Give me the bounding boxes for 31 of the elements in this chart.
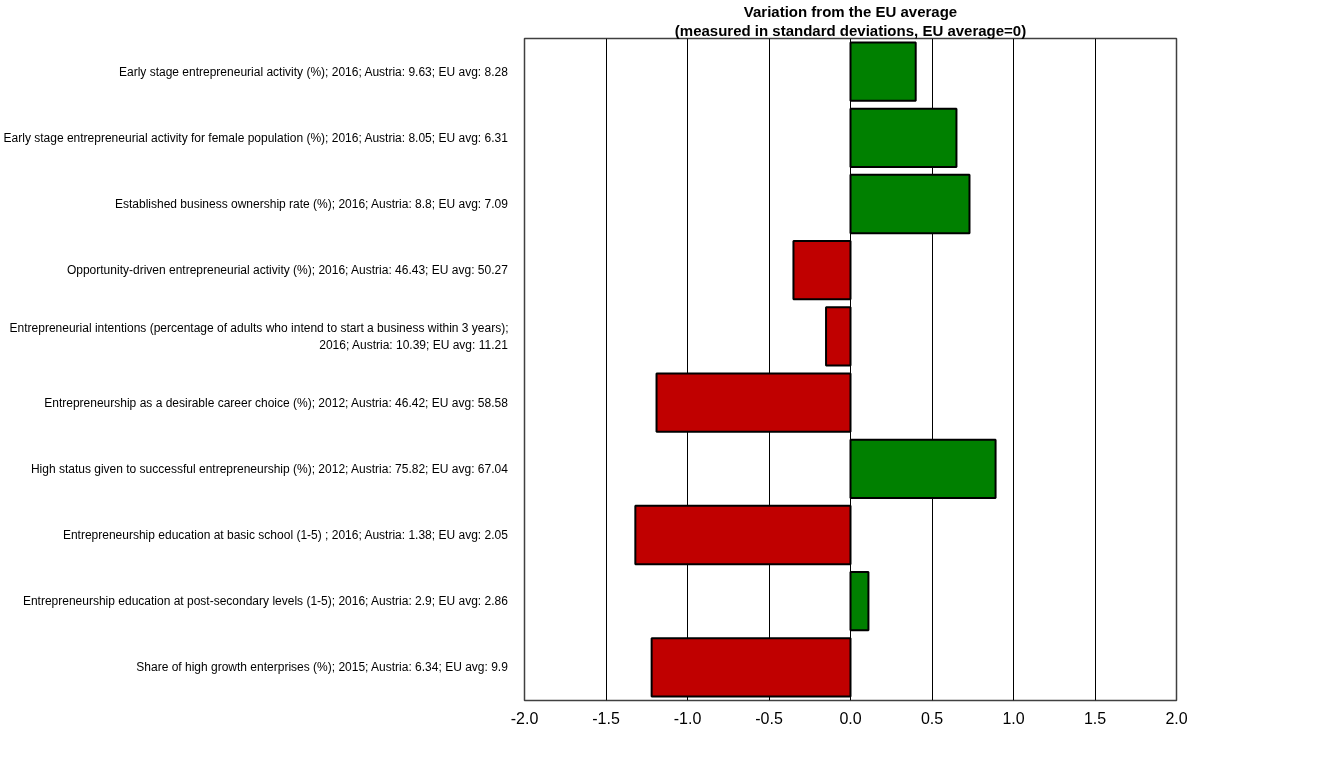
x-tick-label: 0.5 xyxy=(920,709,944,727)
bar xyxy=(792,240,852,301)
bar xyxy=(849,41,917,102)
bar xyxy=(849,571,870,632)
y-tick-label: Early stage entrepreneurial activity for female population (%); 2016; Austria: 8.05; EU avg: 6.31 xyxy=(3,130,509,145)
y-tick-label: Entrepreneurship education at basic school (1-5) ; 2016; Austria: 1.38; EU avg: 2.05 xyxy=(62,528,509,542)
x-tick-label: 0.0 xyxy=(839,709,862,727)
x-tick-label: 1.0 xyxy=(1002,709,1025,727)
y-tick-label: Entrepreneurship education at post-secondary levels (1-5); 2016; Austria: 2.9; EU avg: 2.86 xyxy=(22,594,509,609)
x-tick-label: 1.5 xyxy=(1083,709,1107,727)
y-tick-label: Early stage entrepreneurial activity (%); 2016; Austria: 9.63; EU avg: 8.28 xyxy=(118,64,509,79)
bar xyxy=(849,173,971,235)
y-tick-label: High status given to successful entrepreneurship (%); 2012; Austria: 75.82; EU avg: 67.04 xyxy=(30,461,509,476)
y-tick-label: Opportunity-driven entrepreneurial activity (%); 2016; Austria: 46.43; EU avg: 50.27 xyxy=(66,263,509,278)
bar xyxy=(655,372,852,433)
x-tick-label: -2.0 xyxy=(510,709,539,727)
bar xyxy=(849,438,997,499)
x-tick-label: -1.5 xyxy=(592,709,620,727)
chart-title: Variation from the EU average xyxy=(743,2,958,20)
y-tick-label: Entrepreneurship as a desirable career choice (%); 2012; Austria: 46.42; EU avg: 58.58 xyxy=(44,395,509,410)
bar xyxy=(825,306,852,367)
bar xyxy=(634,504,852,566)
x-tick-label: 2.0 xyxy=(1165,709,1188,727)
y-tick-label: Established business ownership rate (%); 2016; Austria: 8.8; EU avg: 7.09 xyxy=(114,197,509,211)
bar xyxy=(650,637,852,698)
y-tick-label: Share of high growth enterprises (%); 2015; Austria: 6.34; EU avg: 9.9 xyxy=(136,660,509,675)
y-tick-label: Entrepreneurial intentions (percentage of adults who intend to start a business within 3 years); 2016; Austria: 10.39; EU avg: 11.21 xyxy=(9,321,509,352)
bar xyxy=(849,107,958,168)
x-tick-label: -1.0 xyxy=(673,709,702,727)
x-tick-label: -0.5 xyxy=(755,709,783,727)
chart-subtitle: (measured in standard deviations, EU average=0) xyxy=(674,21,1027,39)
